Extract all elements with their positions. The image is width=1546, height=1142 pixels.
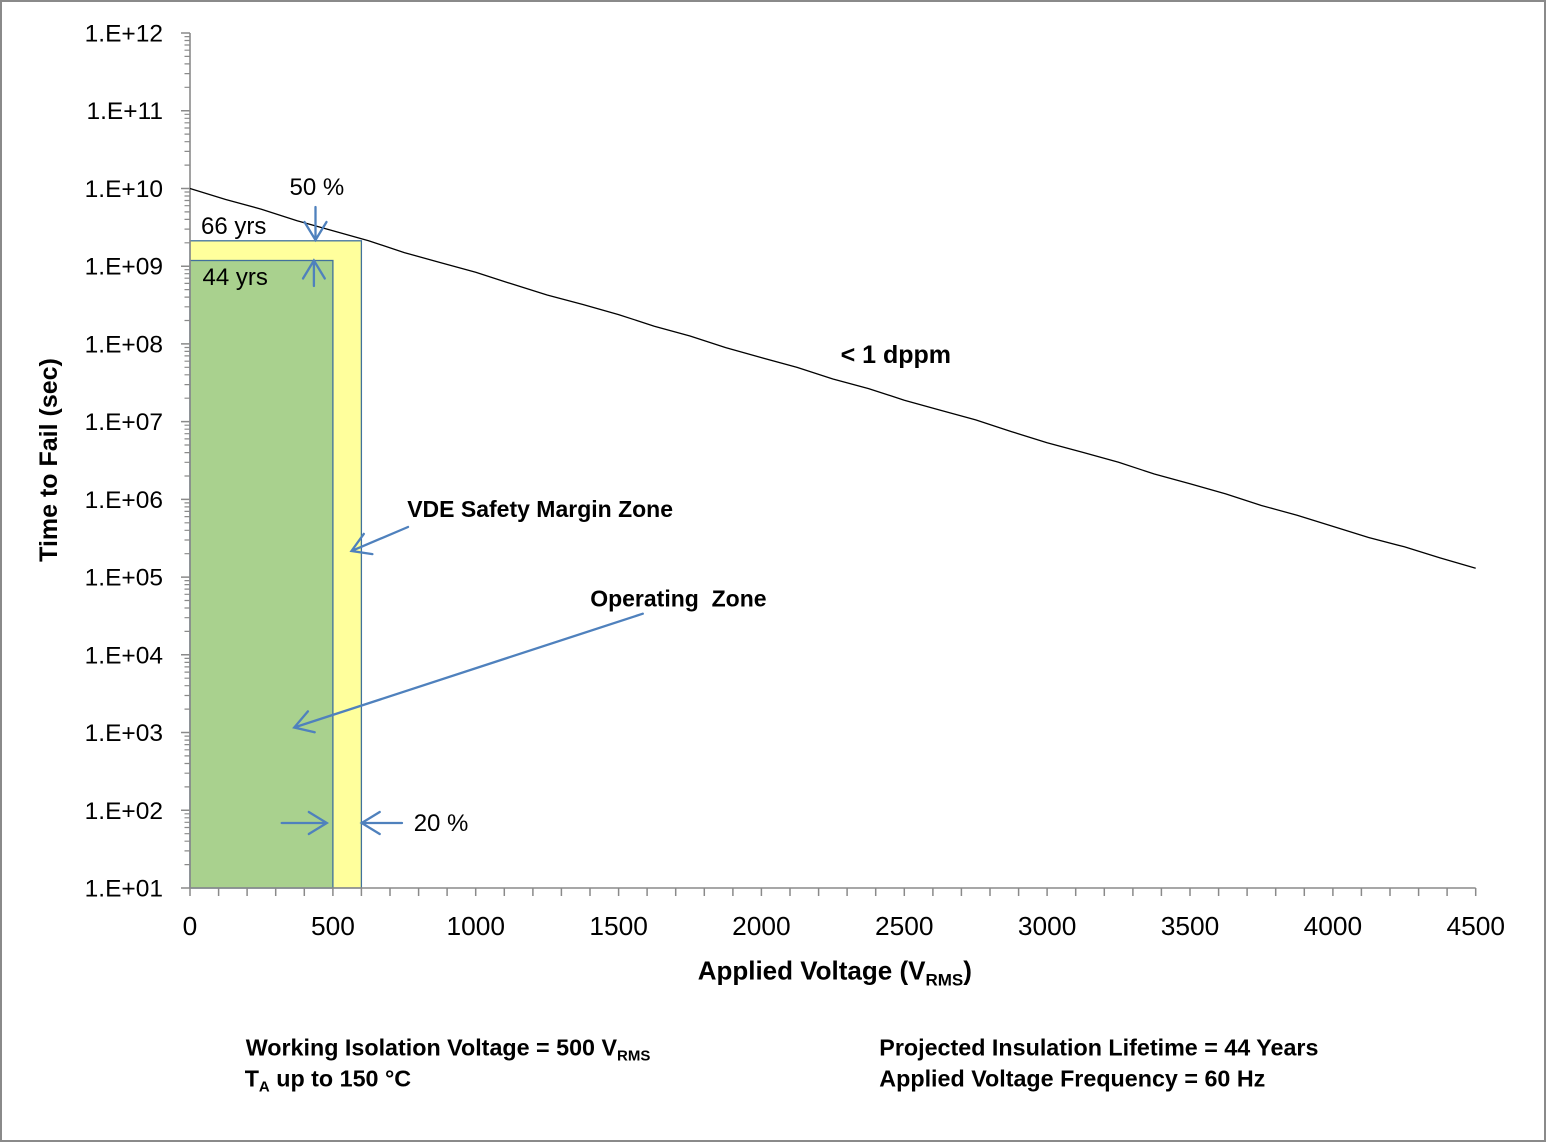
svg-text:66 yrs: 66 yrs (201, 213, 266, 240)
svg-text:1.E+11: 1.E+11 (86, 98, 163, 125)
svg-text:1000: 1000 (446, 911, 505, 941)
svg-text:500: 500 (311, 911, 355, 941)
svg-text:2500: 2500 (875, 911, 934, 941)
svg-text:20 %: 20 % (414, 810, 469, 837)
svg-text:1.E+08: 1.E+08 (85, 331, 163, 358)
svg-text:44 yrs: 44 yrs (203, 264, 268, 291)
svg-text:2000: 2000 (732, 911, 791, 941)
svg-text:Working Isolation Voltage = 50: Working Isolation Voltage = 500 VRMS (246, 1035, 651, 1065)
svg-text:1.E+04: 1.E+04 (85, 642, 163, 669)
svg-text:Applied Voltage Frequency = 60: Applied Voltage Frequency = 60 Hz (879, 1065, 1265, 1091)
svg-text:VDE Safety Margin Zone: VDE Safety Margin Zone (407, 496, 673, 522)
svg-text:Projected Insulation Lifetime: Projected Insulation Lifetime = 44 Years (879, 1035, 1318, 1061)
svg-text:TA up to 150 °C: TA up to 150 °C (245, 1065, 412, 1095)
svg-text:1.E+03: 1.E+03 (85, 720, 163, 747)
svg-text:1.E+05: 1.E+05 (85, 565, 163, 592)
svg-text:Time to Fail (sec): Time to Fail (sec) (35, 358, 63, 562)
svg-text:1.E+10: 1.E+10 (85, 176, 163, 203)
svg-text:3500: 3500 (1161, 911, 1220, 941)
svg-text:1.E+12: 1.E+12 (85, 21, 163, 48)
svg-text:1500: 1500 (589, 911, 648, 941)
svg-text:4500: 4500 (1446, 911, 1505, 941)
svg-text:1.E+02: 1.E+02 (85, 798, 163, 825)
svg-text:1.E+06: 1.E+06 (85, 487, 163, 514)
svg-text:< 1 dppm: < 1 dppm (841, 341, 951, 369)
svg-text:1.E+01: 1.E+01 (85, 876, 163, 903)
svg-text:Operating Zone: Operating Zone (590, 586, 766, 612)
svg-text:50 %: 50 % (290, 174, 345, 201)
svg-text:1.E+07: 1.E+07 (85, 409, 163, 436)
svg-text:4000: 4000 (1304, 911, 1363, 941)
svg-text:1.E+09: 1.E+09 (85, 254, 163, 281)
svg-text:3000: 3000 (1018, 911, 1077, 941)
svg-text:0: 0 (183, 911, 198, 941)
svg-text:Applied Voltage (VRMS): Applied Voltage (VRMS) (698, 956, 972, 990)
